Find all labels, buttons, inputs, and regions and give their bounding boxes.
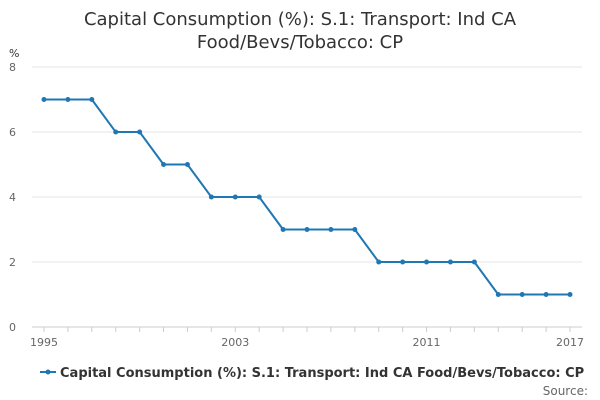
series-group [41,97,573,297]
data-point[interactable] [137,129,143,135]
data-point[interactable] [304,227,310,232]
data-point[interactable] [232,194,238,200]
data-point[interactable] [328,227,334,232]
x-tick-label: 1995 [30,336,58,349]
data-point[interactable] [471,259,477,265]
legend-label: Capital Consumption (%): S.1: Transport:… [60,366,584,381]
data-point[interactable] [424,259,430,265]
y-tick-label: 8 [9,61,16,74]
data-point[interactable] [184,162,190,167]
data-point[interactable] [567,292,573,297]
gridlines [32,66,582,263]
legend-swatch-marker [45,369,51,375]
data-point[interactable] [161,162,167,167]
data-point[interactable] [208,194,214,200]
data-point[interactable] [495,292,501,297]
data-point[interactable] [65,97,71,102]
data-point[interactable] [89,97,95,102]
x-tick-label: 2011 [413,336,441,349]
x-tick-label: 2017 [556,336,584,349]
data-point[interactable] [376,259,382,265]
x-tick-label: 2003 [221,336,249,349]
y-tick-label: 4 [9,191,16,204]
data-point[interactable] [113,129,119,135]
data-point[interactable] [543,292,549,297]
data-point[interactable] [256,194,262,200]
y-tick-label: 0 [9,321,16,334]
data-point[interactable] [447,259,453,265]
y-axis-unit-label: % [9,47,19,60]
data-point[interactable] [41,97,47,102]
y-tick-label: 2 [9,256,16,269]
chart-title-line-1: Capital Consumption (%): S.1: Transport:… [84,9,517,30]
data-point[interactable] [280,227,286,232]
data-point[interactable] [519,292,525,297]
legend[interactable]: Capital Consumption (%): S.1: Transport:… [40,366,584,381]
data-point[interactable] [400,259,406,265]
data-point[interactable] [352,227,358,232]
y-tick-label: 6 [9,126,16,139]
x-axis: 1995 2003 2011 2017 [30,326,584,349]
chart-title-line-2: Food/Bevs/Tobacco: CP [197,32,403,53]
source-label: Source: [543,384,588,398]
y-axis-ticks: 0 2 4 6 8 [9,61,16,334]
